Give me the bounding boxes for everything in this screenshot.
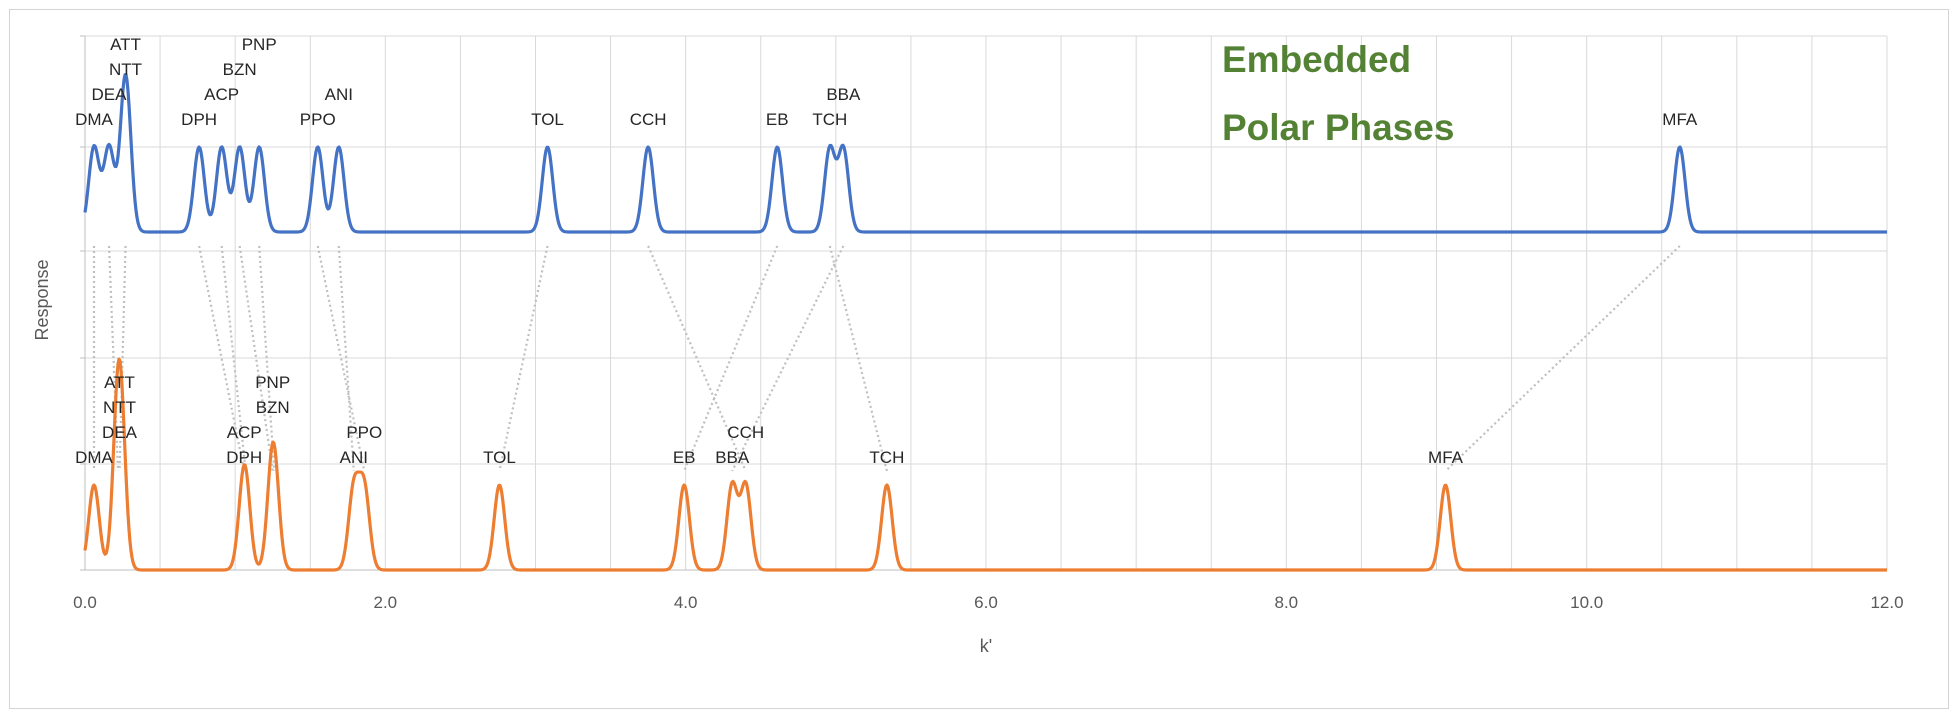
peak-label-ntt: NTT — [109, 60, 142, 79]
peak-label-dea: DEA — [92, 85, 128, 104]
series-trace-1 — [83, 73, 1888, 234]
correlation-line — [198, 245, 246, 472]
x-tick-label: 12.0 — [1870, 593, 1903, 612]
correlation-line — [316, 245, 366, 472]
peak-label-dma: DMA — [75, 448, 113, 467]
peak-label-tol: TOL — [531, 110, 564, 129]
x-tick-label: 10.0 — [1570, 593, 1603, 612]
peak-label-mfa: MFA — [1662, 110, 1698, 129]
chart-frame — [9, 9, 1949, 709]
x-axis-label: k' — [980, 636, 992, 656]
correlation-line — [683, 245, 779, 472]
x-tick-label: 8.0 — [1275, 593, 1299, 612]
peak-label-dph: DPH — [226, 448, 262, 467]
grid — [80, 35, 1888, 571]
correlation-lines — [92, 245, 1681, 472]
peak-label-ppo: PPO — [346, 423, 382, 442]
correlation-line — [498, 245, 549, 472]
series-trace-2 — [83, 357, 1888, 572]
x-tick-label: 4.0 — [674, 593, 698, 612]
x-tick-label: 0.0 — [73, 593, 97, 612]
traces — [83, 73, 1888, 572]
peak-label-pnp: PNP — [255, 373, 290, 392]
correlation-line — [828, 245, 888, 472]
peak-label-dma: DMA — [75, 110, 113, 129]
x-tick-label: 6.0 — [974, 593, 998, 612]
annotation-line-1: Embedded — [1222, 39, 1411, 80]
peak-label-bzn: BZN — [256, 398, 290, 417]
y-axis-label: Response — [32, 259, 52, 340]
peak-label-acp: ACP — [227, 423, 262, 442]
annotation-line-2: Polar Phases — [1222, 107, 1454, 148]
peak-label-ani: ANI — [325, 85, 353, 104]
peak-labels: DMA DEA NTT ATT DPH ACP BZN PNP PPO ANI TOL CCH EB TC… — [75, 35, 1698, 467]
x-axis-ticks: 0.0 2.0 4.0 6.0 8.0 10.0 12.0 — [73, 593, 1903, 612]
peak-label-pnp: PNP — [242, 35, 277, 54]
peak-label-tch: TCH — [812, 110, 847, 129]
peak-label-tch: TCH — [869, 448, 904, 467]
peak-label-ppo: PPO — [300, 110, 336, 129]
peak-label-acp: ACP — [204, 85, 239, 104]
peak-label-ntt: NTT — [103, 398, 136, 417]
peak-label-cch: CCH — [727, 423, 764, 442]
correlation-line — [1444, 245, 1681, 472]
peak-label-eb: EB — [766, 110, 789, 129]
peak-label-dea: DEA — [102, 423, 138, 442]
peak-label-tol: TOL — [483, 448, 516, 467]
peak-label-bzn: BZN — [223, 60, 257, 79]
peak-label-bba: BBA — [715, 448, 750, 467]
peak-label-att: ATT — [104, 373, 135, 392]
peak-label-att: ATT — [110, 35, 141, 54]
peak-label-mfa: MFA — [1428, 448, 1464, 467]
x-tick-label: 2.0 — [374, 593, 398, 612]
peak-label-cch: CCH — [630, 110, 667, 129]
peak-label-ani: ANI — [340, 448, 368, 467]
peak-label-eb: EB — [673, 448, 696, 467]
peak-label-bba: BBA — [826, 85, 861, 104]
correlation-line — [647, 245, 747, 472]
peak-label-dph: DPH — [181, 110, 217, 129]
correlation-line — [731, 245, 845, 472]
